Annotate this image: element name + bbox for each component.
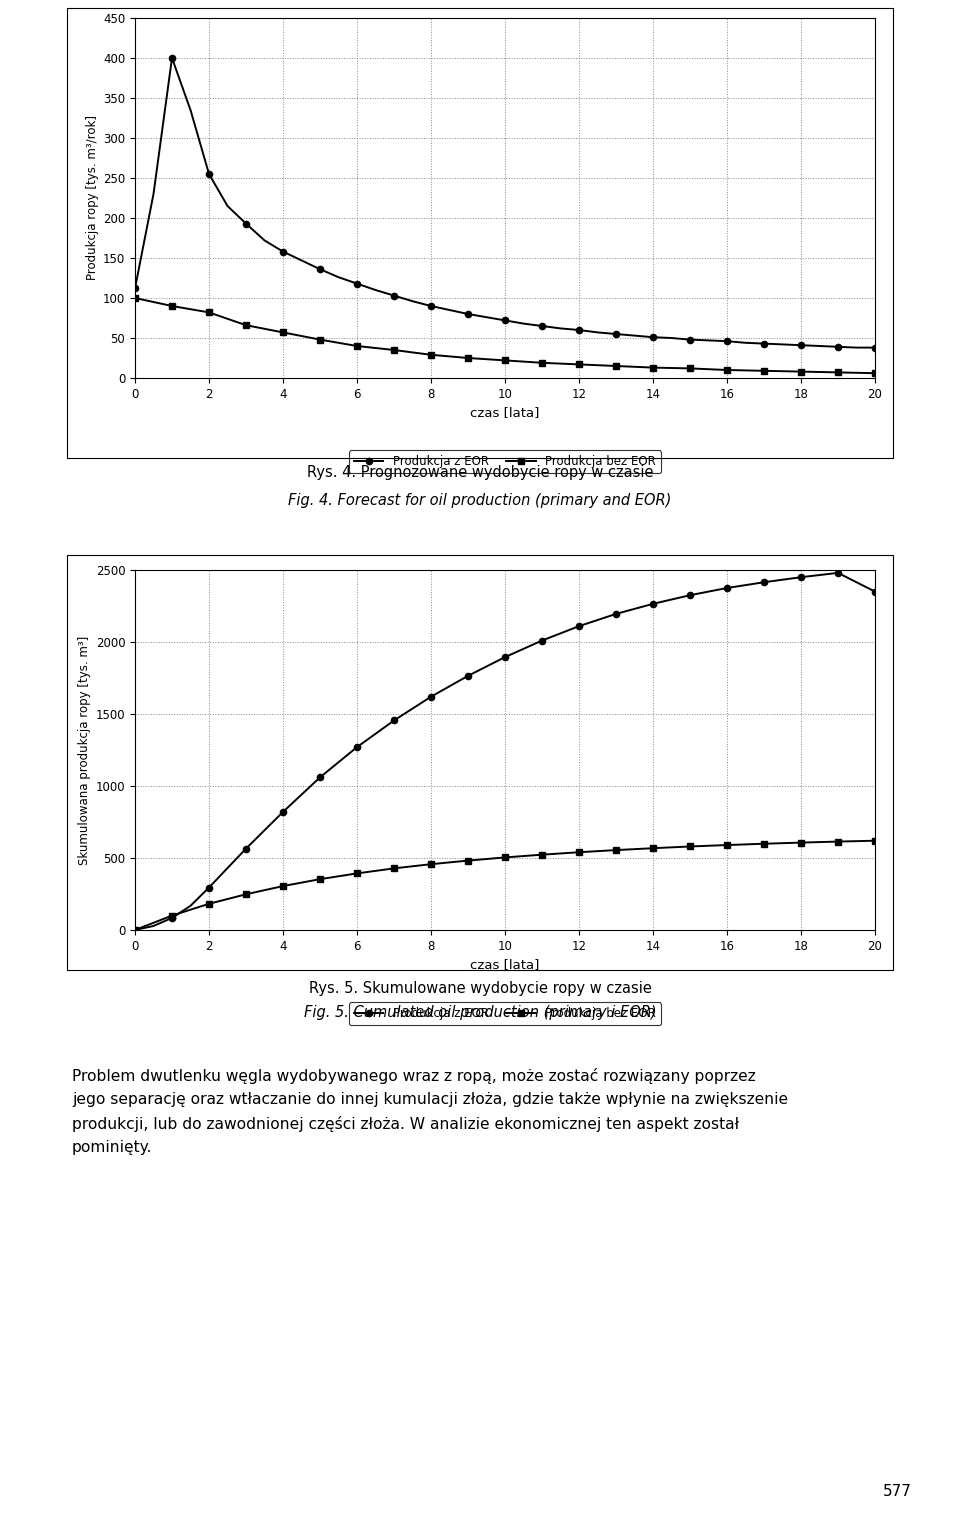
Text: 577: 577 xyxy=(883,1484,912,1500)
Text: Fig. 5. Cumulated oil production (primary i EOR): Fig. 5. Cumulated oil production (primar… xyxy=(303,1005,657,1021)
Text: pominięty.: pominięty. xyxy=(72,1141,153,1154)
Y-axis label: Skumulowana produkcja ropy [tys. m³]: Skumulowana produkcja ropy [tys. m³] xyxy=(79,636,91,864)
Legend: Produkcja z EOR, Produkcja bez EOR: Produkcja z EOR, Produkcja bez EOR xyxy=(349,450,660,473)
X-axis label: czas [lata]: czas [lata] xyxy=(470,958,540,972)
Y-axis label: Produkcja ropy [tys. m³/rok]: Produkcja ropy [tys. m³/rok] xyxy=(85,116,99,280)
Text: Fig. 4. Forecast for oil production (primary and EOR): Fig. 4. Forecast for oil production (pri… xyxy=(288,493,672,508)
X-axis label: czas [lata]: czas [lata] xyxy=(470,406,540,420)
Text: jego separację oraz wtłaczanie do innej kumulacji złoża, gdzie także wpłynie na : jego separację oraz wtłaczanie do innej … xyxy=(72,1092,788,1107)
Text: produkcji, lub do zawodnionej części złoża. W analizie ekonomicznej ten aspekt z: produkcji, lub do zawodnionej części zło… xyxy=(72,1116,739,1132)
Text: Rys. 5. Skumulowane wydobycie ropy w czasie: Rys. 5. Skumulowane wydobycie ropy w cza… xyxy=(308,981,652,996)
Legend: Produkcja z EOR, Produkcja bez EOR: Produkcja z EOR, Produkcja bez EOR xyxy=(349,1002,660,1025)
Text: Rys. 4. Prognozowane wydobycie ropy w czasie: Rys. 4. Prognozowane wydobycie ropy w cz… xyxy=(307,464,653,479)
Text: Problem dwutlenku węgla wydobywanego wraz z ropą, może zostać rozwiązany poprzez: Problem dwutlenku węgla wydobywanego wra… xyxy=(72,1068,756,1084)
